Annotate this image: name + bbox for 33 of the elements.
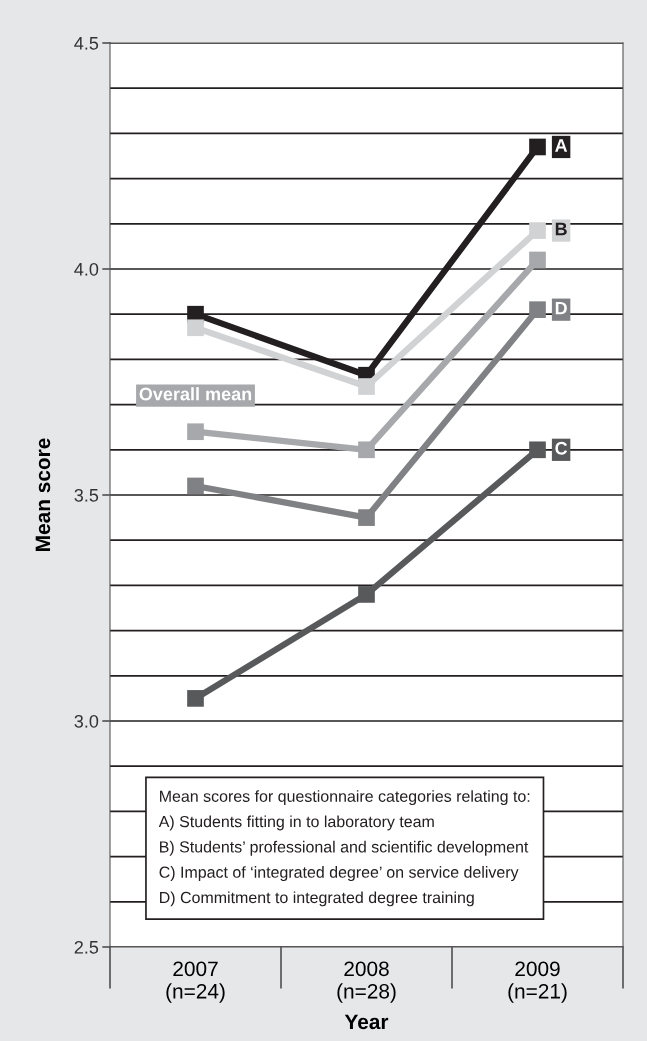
point bbox=[529, 222, 546, 239]
point bbox=[187, 690, 204, 707]
series-label: Overall mean bbox=[139, 387, 252, 401]
annotation: A) Students fitting in to laboratory team bbox=[158, 815, 434, 831]
point bbox=[529, 138, 546, 156]
y-tick-label: 2.5 bbox=[74, 940, 99, 954]
point bbox=[529, 251, 546, 269]
annotation: D) Commitment to integrated degree training bbox=[160, 891, 474, 907]
series-label: A bbox=[555, 139, 568, 152]
series-label: C bbox=[555, 441, 568, 455]
x-axis-title: Year bbox=[344, 1014, 389, 1030]
point bbox=[358, 586, 375, 603]
x-tick-label: 2009 (n=21) bbox=[508, 961, 567, 1003]
series-label: D bbox=[555, 301, 567, 315]
point bbox=[358, 441, 375, 459]
annotation: Mean scores for questionnaire categories relating to: bbox=[160, 790, 530, 806]
x-tick-label: 2007 (n=24) bbox=[166, 961, 225, 1003]
y-tick-label: 3.0 bbox=[74, 714, 99, 728]
point bbox=[187, 477, 204, 495]
y-axis-title: Mean score bbox=[35, 438, 51, 551]
point bbox=[187, 423, 204, 441]
y-tick-label: 4.0 bbox=[74, 262, 99, 276]
annotation: C) Impact of ‘integrated degree’ on service delivery bbox=[159, 866, 519, 882]
point bbox=[529, 441, 546, 459]
y-tick-label: 4.5 bbox=[74, 37, 99, 50]
point bbox=[358, 509, 375, 526]
annotation: B) Students’ professional and scientific development bbox=[160, 840, 529, 856]
point bbox=[187, 319, 204, 337]
point bbox=[529, 301, 546, 319]
point bbox=[358, 378, 375, 395]
x-tick-label: 2008 (n=28) bbox=[337, 961, 396, 1003]
series-label: B bbox=[555, 222, 567, 236]
y-tick-label: 3.5 bbox=[74, 488, 99, 502]
